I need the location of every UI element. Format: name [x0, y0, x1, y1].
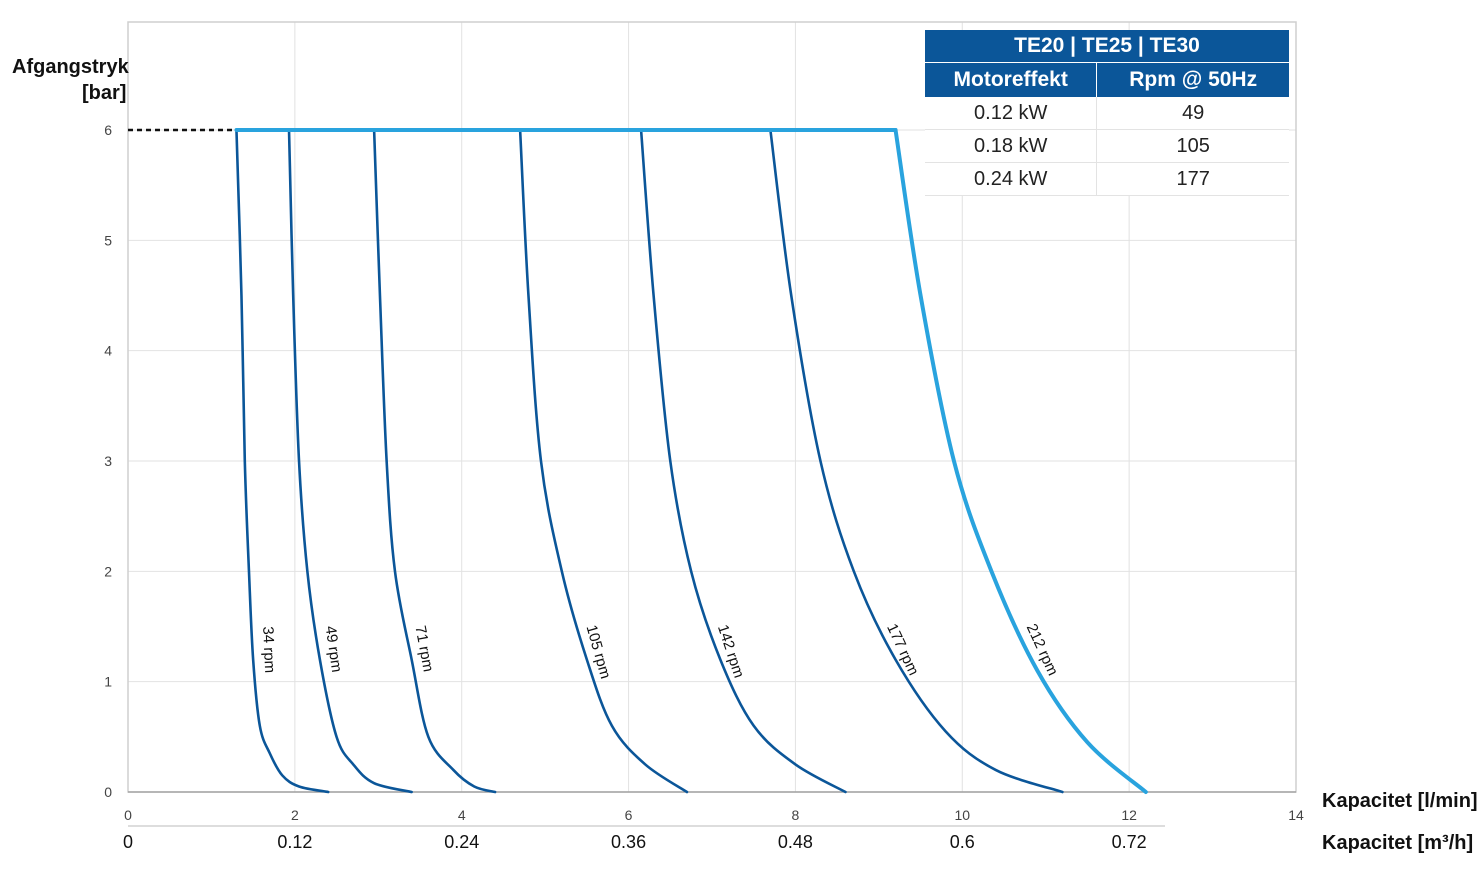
- x2-tick-label: 0.36: [611, 832, 646, 852]
- table-title: TE20 | TE25 | TE30: [925, 30, 1289, 63]
- curve-label: 71 rpm: [411, 624, 436, 673]
- curve-label: 34 rpm: [259, 626, 278, 673]
- curve-212-rpm: [893, 128, 1148, 794]
- table-cell: 0.12 kW: [925, 97, 1097, 130]
- x-tick-label: 6: [625, 807, 633, 823]
- motor-spec-table: TE20 | TE25 | TE30 Motoreffekt Rpm @ 50H…: [925, 30, 1289, 196]
- curve-105-rpm: [518, 128, 689, 794]
- y-tick-label: 3: [104, 453, 112, 469]
- x2-tick-label: 0.12: [277, 832, 312, 852]
- curve-142-rpm: [639, 128, 847, 794]
- curve-177-rpm: [769, 128, 1064, 794]
- table-header-rpm: Rpm @ 50Hz: [1096, 62, 1289, 97]
- table-cell: 105: [1096, 129, 1289, 163]
- x2-tick-label: 0.6: [950, 832, 975, 852]
- x2-axis-title: Kapacitet [m³/h]: [1322, 832, 1474, 854]
- table-cell: 177: [1096, 162, 1289, 196]
- table-row: 0.18 kW 105: [925, 129, 1289, 163]
- x-axis-title: Kapacitet [l/min]: [1322, 790, 1478, 812]
- curve-label: 105 rpm: [582, 623, 613, 681]
- x-tick-label: 4: [458, 807, 466, 823]
- curve-label: 49 rpm: [322, 625, 345, 674]
- curves: [128, 128, 1148, 794]
- x-tick-label: 12: [1121, 807, 1137, 823]
- x2-tick-label: 0: [123, 832, 133, 852]
- table-cell: 49: [1096, 97, 1289, 130]
- y-axis-unit: [bar]: [82, 82, 127, 104]
- x2-tick-label: 0.72: [1112, 832, 1147, 852]
- y-tick-label: 5: [104, 232, 112, 248]
- x-tick-label: 0: [124, 807, 132, 823]
- x2-tick-label: 0.24: [444, 832, 479, 852]
- curve-label: 212 rpm: [1023, 621, 1062, 678]
- x-tick-label: 2: [291, 807, 299, 823]
- x2-tick-label: 0.48: [778, 832, 813, 852]
- table-row: 0.24 kW 177: [925, 162, 1289, 196]
- x-tick-label: 14: [1288, 807, 1304, 823]
- x-tick-label: 8: [792, 807, 800, 823]
- table-header-motor: Motoreffekt: [925, 62, 1097, 97]
- y-tick-label: 2: [104, 563, 112, 579]
- y-tick-label: 0: [104, 784, 112, 800]
- curve-71-rpm: [372, 128, 497, 794]
- y-tick-label: 6: [104, 122, 112, 138]
- curve-49-rpm: [287, 128, 413, 794]
- table-cell: 0.24 kW: [925, 162, 1097, 196]
- y-tick-label: 4: [104, 343, 112, 359]
- curve-labels: 34 rpm 49 rpm 71 rpm 105 rpm 142 rpm 177 rpm 2…: [259, 621, 1061, 681]
- curve-label: 142 rpm: [714, 623, 747, 681]
- x-tick-label: 10: [954, 807, 970, 823]
- curve-34-rpm: [235, 128, 330, 794]
- table-cell: 0.18 kW: [925, 129, 1097, 163]
- table-row: 0.12 kW 49: [925, 97, 1289, 130]
- y-tick-label: 1: [104, 674, 112, 690]
- y-axis-title: Afgangstryk: [12, 56, 129, 78]
